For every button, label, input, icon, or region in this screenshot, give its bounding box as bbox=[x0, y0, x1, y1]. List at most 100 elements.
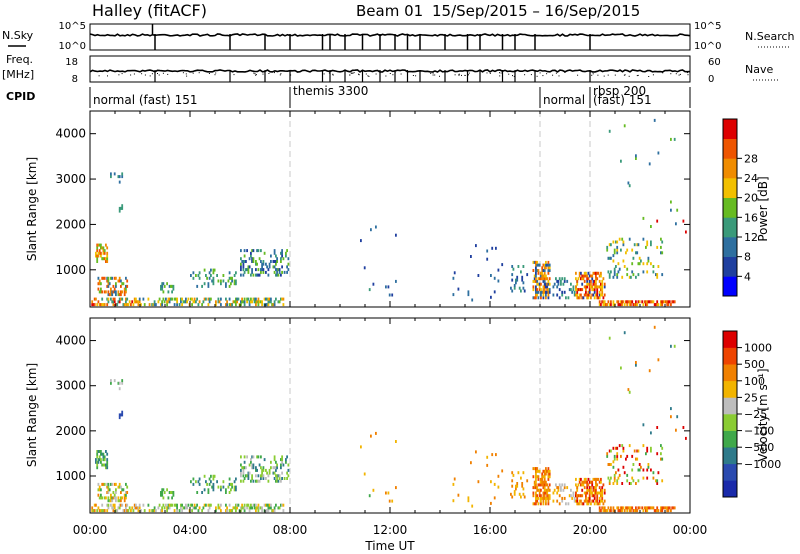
rti-cell bbox=[255, 509, 257, 513]
rti-cell bbox=[278, 506, 281, 510]
rti-cell bbox=[600, 499, 602, 503]
rti-cell bbox=[240, 257, 242, 261]
rti-cell bbox=[117, 499, 120, 503]
rti-cell bbox=[576, 488, 579, 492]
rti-cell bbox=[586, 277, 589, 281]
rti-cell bbox=[580, 477, 582, 481]
rti-cell bbox=[222, 274, 225, 277]
rti-cell bbox=[117, 293, 120, 297]
rti-cell bbox=[638, 262, 641, 266]
rti-cell bbox=[100, 290, 102, 294]
rti-cell bbox=[630, 300, 632, 304]
rti-cell bbox=[657, 151, 660, 155]
rti-cell bbox=[545, 290, 547, 294]
rti-cell bbox=[536, 488, 539, 492]
rti-cell bbox=[605, 509, 607, 513]
rti-cell bbox=[582, 502, 585, 506]
rti-cell bbox=[121, 488, 124, 492]
rti-cell bbox=[513, 284, 516, 287]
rti-cell bbox=[616, 248, 619, 252]
rti-cell bbox=[628, 509, 631, 513]
rti-cell bbox=[577, 288, 580, 292]
nave-dot bbox=[98, 75, 100, 77]
xtick-label: 00:00 bbox=[673, 523, 708, 537]
rti-cell bbox=[617, 300, 620, 304]
rti-cell bbox=[97, 493, 100, 497]
rti-cell bbox=[117, 506, 120, 510]
rti-cell bbox=[536, 290, 539, 294]
rti-cell bbox=[583, 293, 586, 297]
rti-cell bbox=[100, 246, 102, 250]
rti-cell bbox=[263, 297, 266, 301]
rti-cell bbox=[395, 279, 397, 283]
rti-cell bbox=[642, 444, 645, 448]
rti-cell bbox=[137, 506, 140, 510]
rti-cell bbox=[248, 265, 251, 269]
nave-dot bbox=[500, 72, 502, 74]
rti-cell bbox=[548, 472, 551, 476]
power-ylabel: Slant Range [km] bbox=[25, 157, 39, 261]
rti-cell bbox=[535, 499, 537, 503]
rti-cell bbox=[261, 262, 263, 266]
rti-cell bbox=[585, 290, 587, 294]
rti-cell bbox=[512, 267, 515, 271]
rti-cell bbox=[675, 428, 677, 432]
rti-cell bbox=[240, 463, 242, 467]
rti-cell bbox=[166, 300, 168, 304]
rti-cell bbox=[543, 480, 546, 484]
rti-cell bbox=[617, 270, 620, 274]
rti-cell bbox=[217, 297, 220, 301]
rti-cell bbox=[570, 494, 572, 498]
rti-cell bbox=[255, 300, 257, 304]
rti-cell bbox=[563, 279, 566, 283]
rti-cell bbox=[256, 468, 258, 472]
rti-cell bbox=[173, 503, 176, 507]
rti-cell bbox=[130, 303, 132, 307]
rti-cell bbox=[543, 285, 546, 289]
rti-cell bbox=[618, 444, 621, 448]
rti-cell bbox=[610, 449, 612, 453]
rti-cell bbox=[286, 477, 288, 480]
rti-cell bbox=[253, 300, 256, 304]
rti-cell bbox=[647, 506, 650, 510]
rti-cell bbox=[630, 275, 632, 279]
rti-cell bbox=[580, 483, 582, 487]
rti-cell bbox=[103, 276, 106, 280]
rti-cell bbox=[252, 455, 255, 459]
rti-cell bbox=[100, 303, 102, 307]
rti-cell bbox=[266, 265, 268, 269]
rti-cell bbox=[536, 288, 539, 292]
rti-cell bbox=[121, 172, 124, 176]
rti-cell bbox=[230, 282, 232, 286]
rti-cell bbox=[547, 266, 550, 270]
rti-cell bbox=[598, 506, 601, 510]
rti-cell bbox=[547, 288, 550, 292]
rti-cell bbox=[547, 293, 550, 297]
rti-cell bbox=[536, 469, 539, 473]
colorbar-tick-label: −1000 bbox=[744, 458, 781, 471]
cpid-segment-label: themis 3300 bbox=[293, 84, 368, 98]
rti-cell bbox=[612, 446, 615, 450]
rti-cell bbox=[251, 270, 253, 274]
rti-cell bbox=[148, 509, 151, 513]
rti-cell bbox=[603, 509, 606, 513]
rti-cell bbox=[118, 416, 121, 420]
rti-cell bbox=[268, 297, 271, 301]
rti-cell bbox=[522, 492, 525, 496]
rti-cell bbox=[535, 477, 537, 481]
rti-cell bbox=[576, 486, 579, 490]
rti-cell bbox=[240, 300, 242, 304]
nave-dot bbox=[458, 74, 460, 76]
rti-cell bbox=[537, 271, 540, 275]
rti-cell bbox=[166, 282, 168, 286]
rti-cell bbox=[180, 503, 182, 507]
rti-cell bbox=[262, 262, 265, 266]
rti-cell bbox=[198, 506, 201, 510]
rti-cell bbox=[590, 274, 592, 278]
rti-cell bbox=[106, 257, 109, 261]
rti-cell bbox=[532, 502, 535, 506]
rti-cell bbox=[272, 466, 275, 470]
rti-cell bbox=[283, 477, 286, 480]
rti-cell bbox=[212, 268, 215, 272]
rti-cell bbox=[247, 471, 250, 475]
